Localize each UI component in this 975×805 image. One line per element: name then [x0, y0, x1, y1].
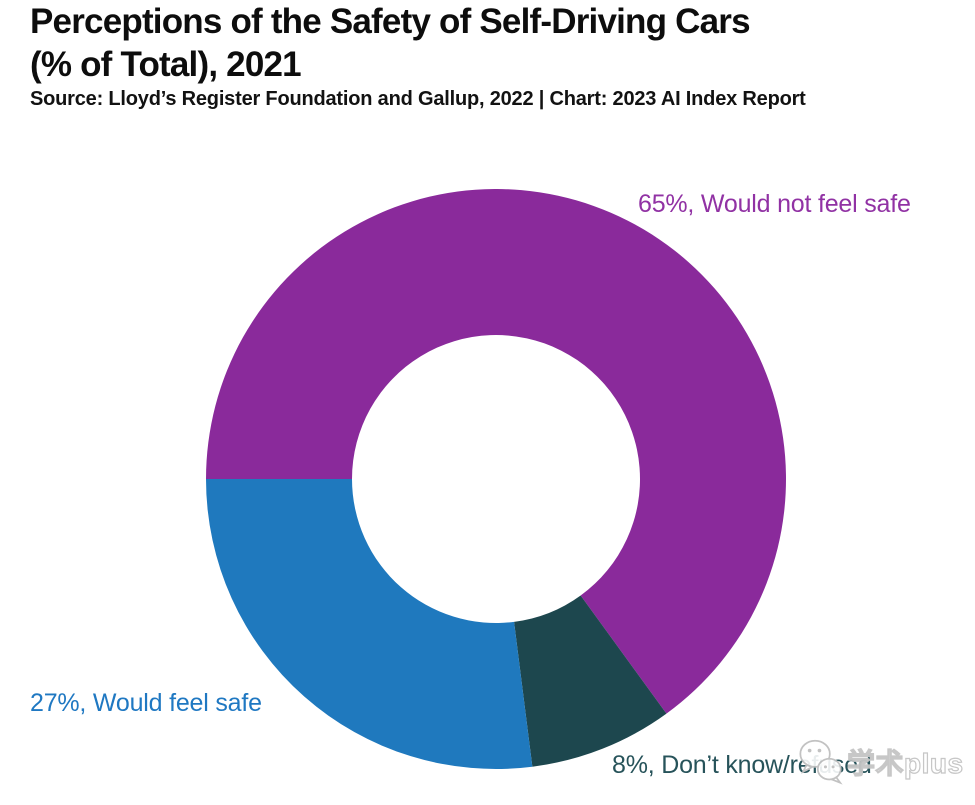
chart-source: Source: Lloyd’s Register Foundation and …: [30, 88, 806, 110]
watermark-text: 学术plus: [846, 747, 964, 779]
donut-segment-dont-know-refused: [514, 595, 667, 767]
donut-segment-would-not-feel-safe: [206, 189, 786, 714]
donut-chart: [206, 189, 786, 769]
wechat-icon: [799, 739, 843, 785]
segment-label-would-feel-safe: 27%, Would feel safe: [30, 689, 262, 717]
chart-title: Perceptions of the Safety of Self-Drivin…: [30, 2, 751, 84]
donut-segment-would-feel-safe: [206, 479, 533, 769]
segment-label-would-not-feel-safe: 65%, Would not feel safe: [638, 190, 911, 218]
watermark: 学术plus: [796, 737, 964, 787]
